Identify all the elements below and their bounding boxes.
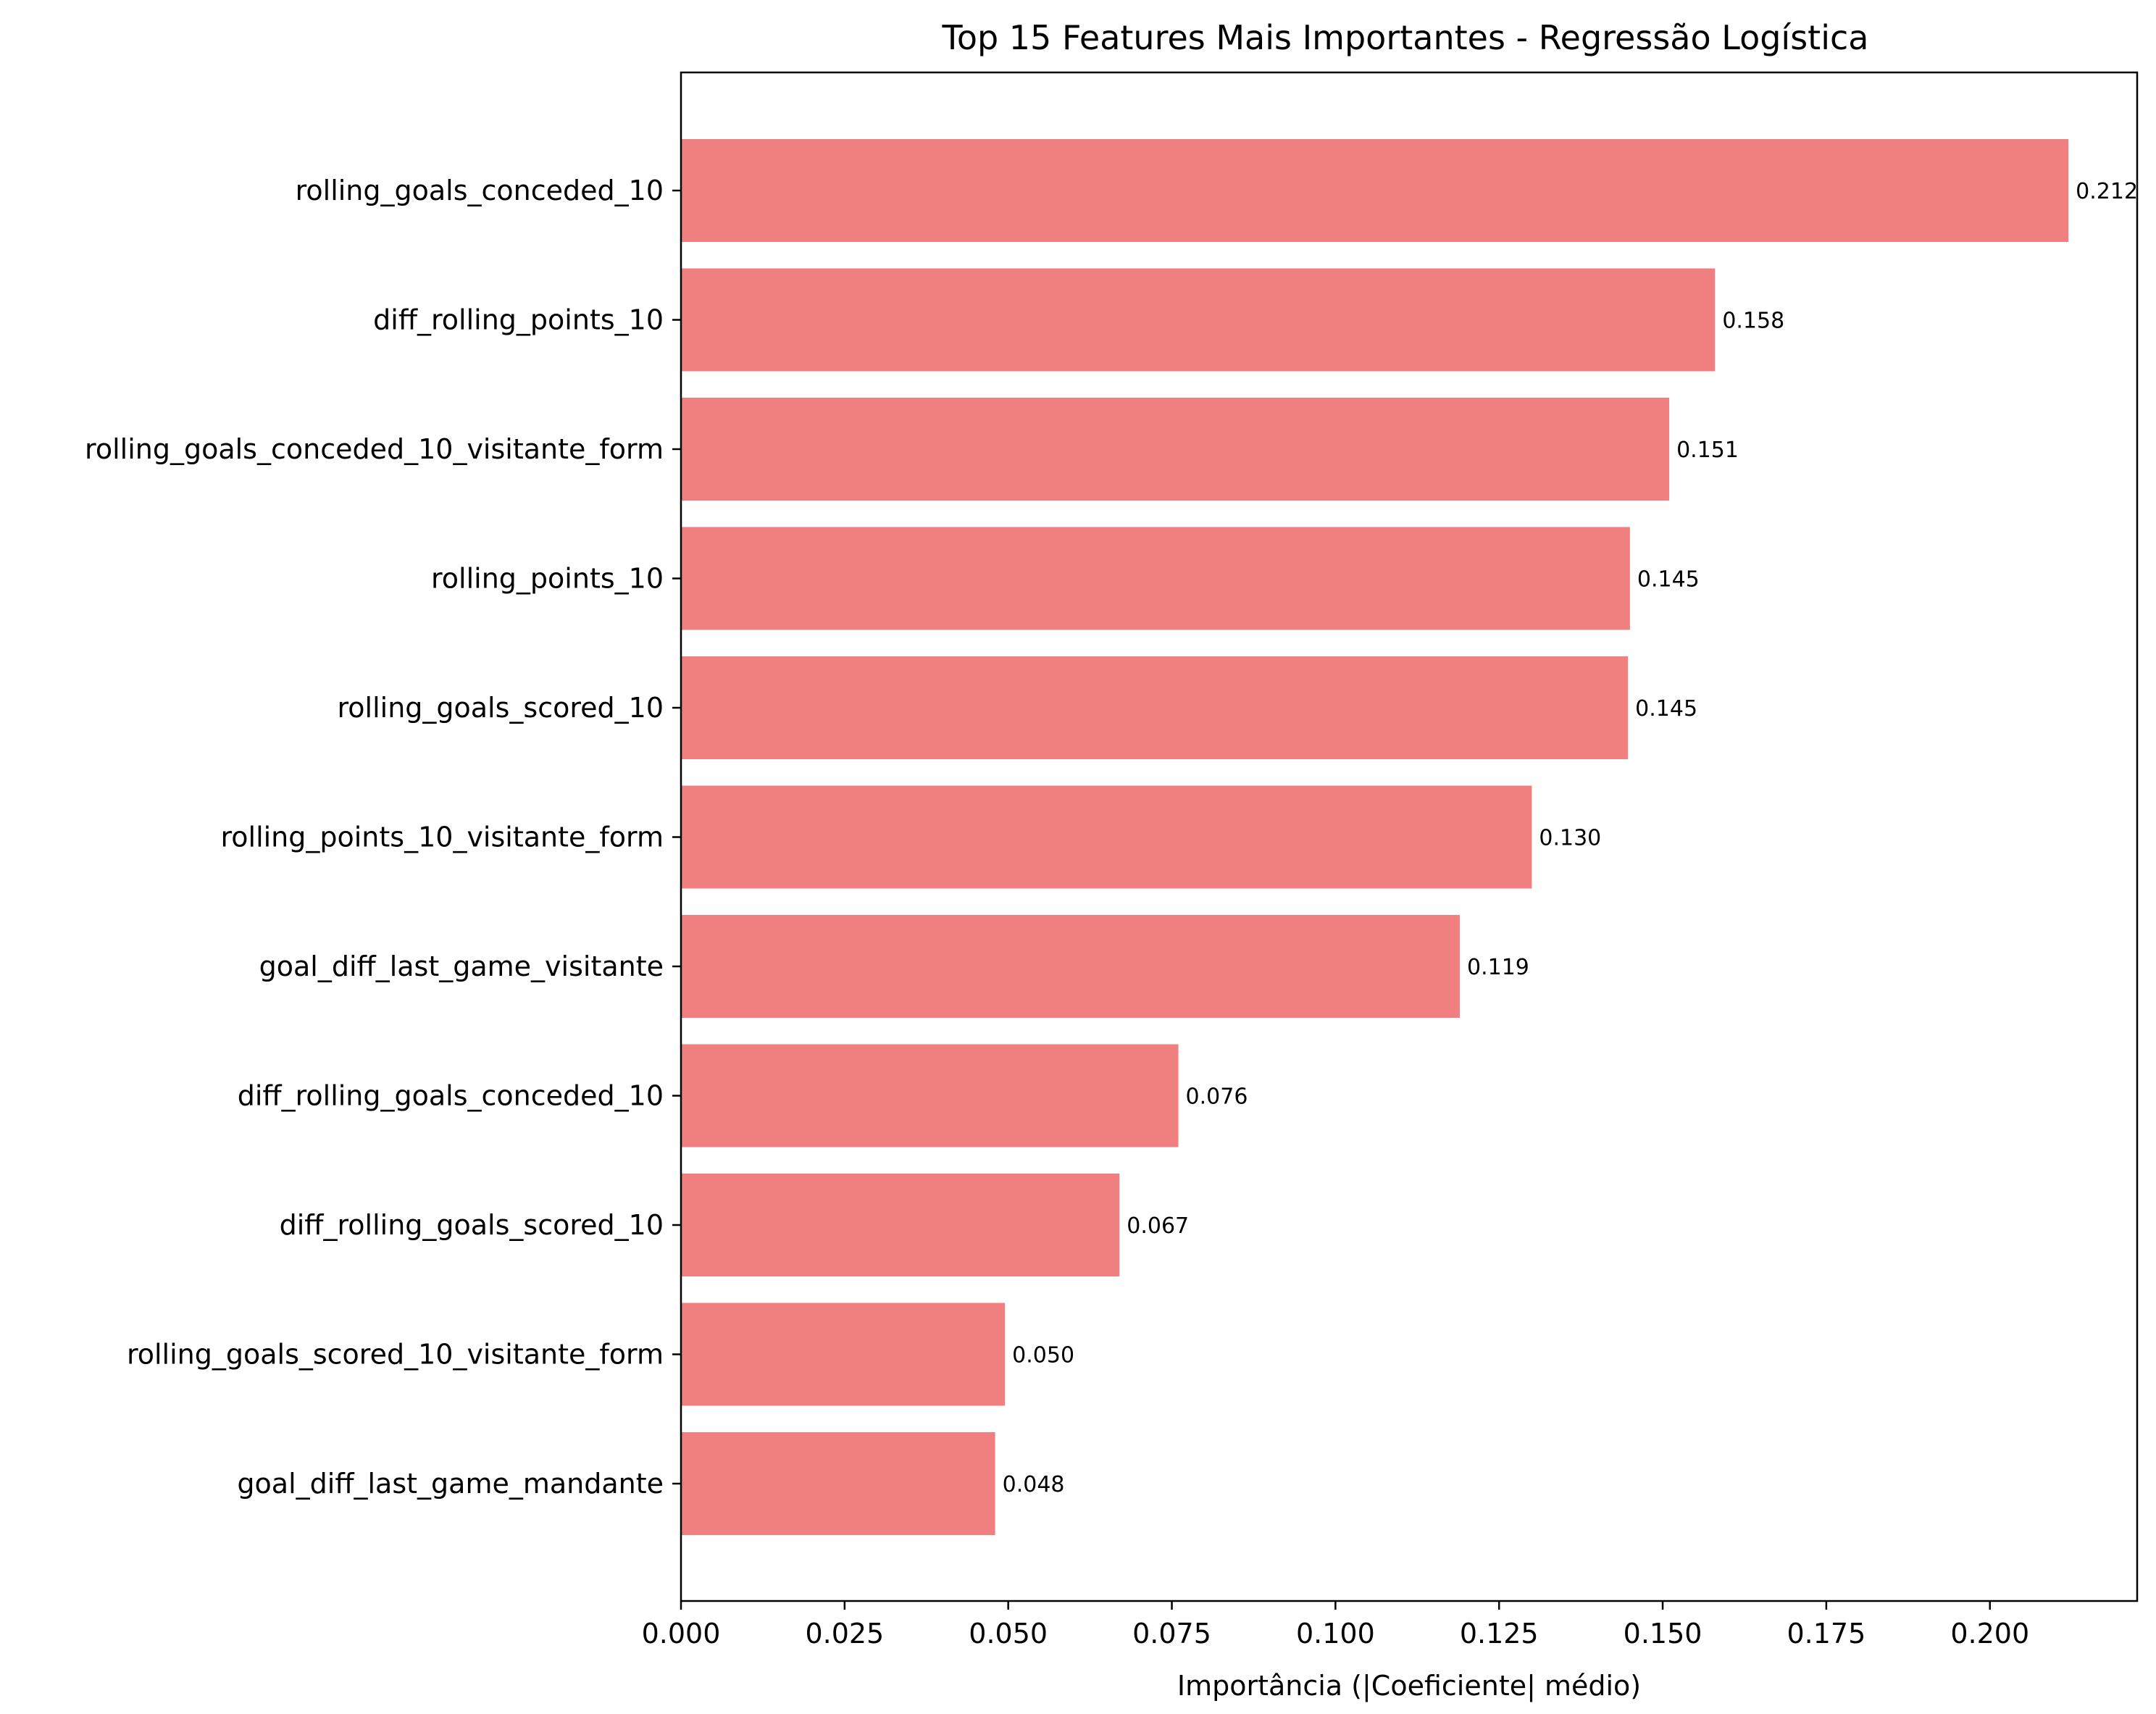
bar (681, 1432, 995, 1535)
bar (681, 139, 2069, 242)
y-tick-label: diff_rolling_goals_conceded_10 (238, 1080, 664, 1112)
y-tick-label: rolling_goals_scored_10 (337, 692, 664, 724)
bar (681, 527, 1630, 630)
bar-value-label: 0.151 (1676, 438, 1739, 463)
bar-value-label: 0.158 (1722, 309, 1784, 334)
y-tick-label: rolling_points_10 (431, 563, 664, 595)
y-tick-label: rolling_goals_conceded_10 (296, 175, 664, 206)
bar-value-label: 0.048 (1003, 1472, 1065, 1497)
x-tick-label: 0.200 (1950, 1618, 2029, 1650)
x-axis: 0.000 0.025 0.050 0.075 0.100 0.125 0.150 0.175… (642, 1601, 2029, 1650)
chart-title: Top 15 Features Mais Importantes - Regre… (942, 18, 1869, 57)
bar (681, 1044, 1179, 1147)
bar (681, 656, 1629, 759)
x-tick-label: 0.100 (1296, 1618, 1375, 1650)
bar (681, 1303, 1006, 1406)
bar-value-label: 0.212 (2076, 179, 2138, 204)
x-tick-label: 0.050 (969, 1618, 1048, 1650)
bar (681, 268, 1716, 372)
bar-value-label: 0.050 (1012, 1343, 1074, 1368)
y-tick-label: goal_diff_last_game_visitante (259, 950, 664, 982)
bar-value-label: 0.067 (1127, 1213, 1189, 1239)
bar (681, 915, 1461, 1018)
bar-value-label: 0.145 (1637, 567, 1700, 593)
y-tick-label: rolling_goals_scored_10_visitante_form (127, 1339, 664, 1371)
x-tick-label: 0.150 (1624, 1618, 1702, 1650)
x-tick-label: 0.025 (805, 1618, 884, 1650)
bar-value-label: 0.076 (1186, 1084, 1248, 1110)
y-axis: rolling_goals_conceded_10 diff_rolling_po… (85, 175, 681, 1500)
bar-value-label: 0.119 (1467, 955, 1529, 980)
bar-value-label: 0.145 (1635, 696, 1697, 722)
y-tick-label: rolling_goals_conceded_10_visitante_form (85, 433, 664, 465)
x-tick-label: 0.125 (1460, 1618, 1539, 1650)
bar (681, 398, 1670, 501)
bar-value-label: 0.130 (1539, 826, 1601, 851)
bar (681, 785, 1532, 889)
y-tick-label: rolling_points_10_visitante_form (220, 822, 664, 853)
bars-group: 0.212 0.158 0.151 0.145 0.145 0.130 0.119 0.076… (681, 139, 2138, 1535)
plot-frame (680, 71, 2139, 1602)
bar (681, 1174, 1120, 1276)
y-tick-label: diff_rolling_points_10 (373, 304, 664, 336)
y-tick-label: goal_diff_last_game_mandante (237, 1468, 664, 1500)
x-tick-label: 0.000 (642, 1618, 721, 1650)
x-axis-title: Importância (|Coeficiente| médio) (1177, 1670, 1641, 1702)
x-tick-label: 0.175 (1787, 1618, 1866, 1650)
x-tick-label: 0.075 (1132, 1618, 1211, 1650)
y-tick-label: diff_rolling_goals_scored_10 (280, 1209, 664, 1241)
